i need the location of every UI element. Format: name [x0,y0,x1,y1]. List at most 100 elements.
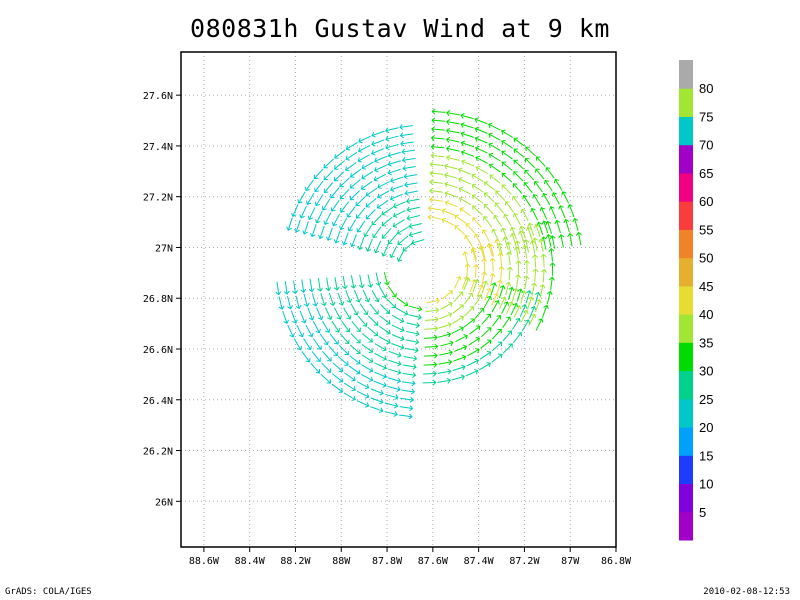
wind-vector-head [434,325,439,332]
wind-vector-head [415,322,420,329]
wind-vector-head [448,349,453,356]
wind-vector [387,285,397,298]
colorbar-label: 10 [699,477,713,492]
wind-vector [446,129,460,134]
wind-vector-head [379,389,384,396]
wind-vector [524,245,528,259]
wind-vector-head [558,234,565,239]
wind-vector [385,127,399,132]
wind-vector [391,334,405,340]
wind-vector [540,239,544,253]
wind-vector-head [470,249,477,254]
wind-vector-head [430,152,435,159]
wind-vector-head [287,305,293,310]
wind-vector [290,310,297,324]
wind-vector [424,345,438,348]
wind-vector-head [520,208,526,214]
colorbar-swatch [679,60,693,89]
wind-vector-head [433,361,438,368]
wind-vector [481,246,486,260]
wind-vector [516,274,519,288]
wind-vector [343,232,349,245]
wind-vector [388,350,402,357]
colorbar-swatch [679,511,693,541]
wind-vector [540,207,548,220]
wind-vector-head [497,341,503,347]
wind-vector-head [302,230,308,235]
wind-vector-head [414,347,419,354]
wind-vector [406,198,420,203]
wind-vector [505,282,510,296]
wind-vector-head [506,316,511,321]
wind-vector [510,303,517,316]
wind-vector-head [364,297,371,303]
x-axis: 88.6W 88.4W 88.2W 88W 87.8W 87.6W 87.4W 87.2W 87… [189,547,632,567]
wind-vector [452,366,466,372]
wind-vector [402,157,416,161]
wind-vector [480,339,492,349]
wind-vector [512,332,522,344]
wind-vector [371,130,385,137]
wind-vector-head [530,207,536,213]
wind-vector [314,168,324,179]
wind-vector-head [318,234,324,240]
x-tick-label: 87.6W [418,556,449,567]
wind-vector-head [486,350,492,356]
wind-vector [455,335,468,342]
wind-vector [513,171,524,182]
wind-vector-head [469,306,475,311]
wind-vector [533,237,538,251]
wind-vector-head [448,290,453,295]
wind-vector [399,406,413,409]
wind-vector-head [475,337,481,343]
wind-vector [332,373,343,383]
wind-vector [492,258,494,272]
wind-vector [339,333,350,344]
wind-vector [300,205,307,219]
wind-vector-head [317,315,324,321]
wind-vector [480,245,485,259]
wind-vector [364,225,372,237]
wind-vector [445,201,458,208]
wind-vector-head [536,299,542,304]
wind-vector [404,174,418,178]
wind-vector-head [554,219,561,225]
wind-vector [330,187,340,199]
wind-vector-head [525,226,532,231]
wind-vector [550,206,557,219]
x-tick-label: 88.4W [235,556,266,567]
wind-vector [536,156,546,167]
wind-vector [314,180,324,192]
x-tick-label: 86.8W [601,556,632,567]
wind-vector [299,310,306,324]
wind-vector [488,123,501,131]
wind-vector-head [478,245,485,250]
wind-vector [409,231,423,236]
wind-vector [403,364,417,368]
wind-vector [303,221,309,235]
wind-vector [429,190,443,193]
wind-vector [343,392,356,401]
wind-vector [527,296,533,310]
wind-vector [320,373,331,384]
wind-vector-head [303,302,310,307]
wind-vector-head [567,204,573,209]
wind-vector-head [403,310,409,316]
wind-vector [474,294,482,307]
wind-vector-head [393,411,398,417]
wind-vector [569,233,573,247]
wind-vector-head [506,251,512,256]
wind-vector-head [512,287,519,293]
wind-vector [337,292,343,306]
wind-vector [520,290,525,304]
wind-vector-head [386,329,391,335]
wind-vector [316,307,323,320]
wind-vector-head [475,155,480,162]
colorbar-swatch [679,229,693,259]
wind-vector-head [308,332,314,338]
wind-vector [400,141,414,145]
wind-vector-head [512,302,519,308]
wind-vector-head [349,195,355,201]
wind-vector [339,177,350,188]
wind-vector [542,236,547,250]
